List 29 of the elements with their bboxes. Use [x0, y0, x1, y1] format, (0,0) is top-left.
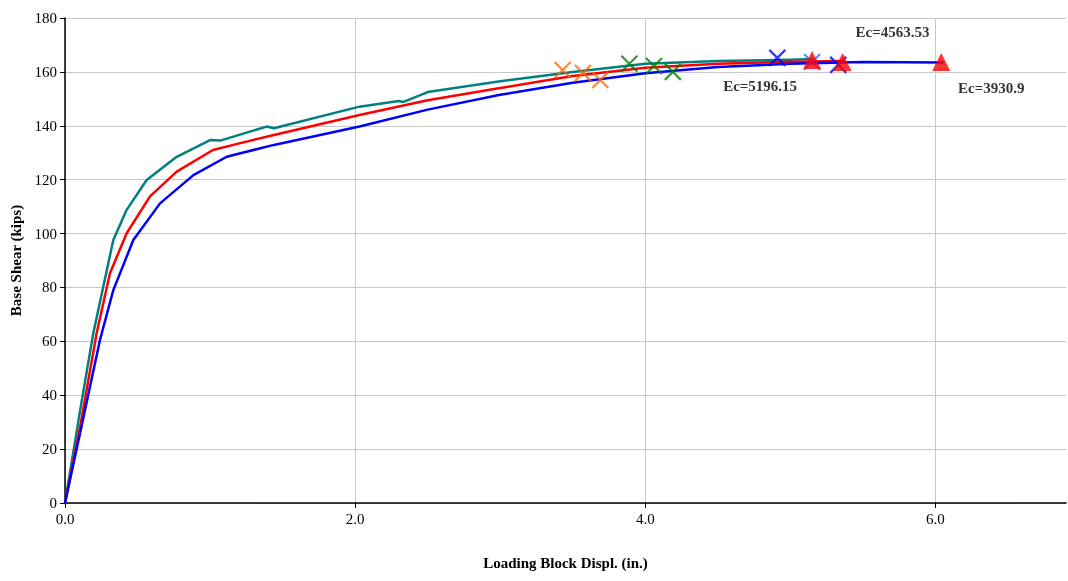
x-tick-label: 0.0 [55, 510, 75, 527]
point [768, 48, 787, 67]
y-tick-label: 80 [42, 279, 57, 296]
y-tick-label: 120 [34, 171, 57, 188]
annotation: Ec=3930.9 [958, 79, 1025, 96]
annotation: Ec=5196.15 [723, 78, 798, 95]
y-tick-label: 20 [42, 441, 57, 458]
y-tick-label: 180 [34, 10, 57, 26]
y-axis-title: Base Shear (kips) [7, 204, 25, 317]
y-tick-label: 40 [42, 387, 57, 404]
point [591, 70, 610, 90]
y-tick-label: 160 [34, 63, 57, 80]
y-tick-label: 100 [34, 225, 57, 242]
point [553, 60, 572, 80]
point [573, 63, 593, 83]
x-axis-title: Loading Block Displ. (in.) [483, 554, 648, 572]
point [663, 62, 682, 81]
point [620, 54, 639, 73]
x-tick-label: 4.0 [635, 510, 655, 527]
x-tick-label: 2.0 [345, 510, 365, 527]
y-tick-label: 140 [34, 117, 57, 134]
annotation: Ec=4563.53 [855, 23, 930, 40]
point [829, 55, 848, 74]
point [833, 52, 852, 71]
point [932, 52, 951, 71]
y-tick-label: 60 [42, 333, 57, 350]
x-tick-label: 6.0 [926, 510, 945, 527]
point [644, 56, 664, 76]
y-tick-label: 0 [49, 495, 57, 511]
